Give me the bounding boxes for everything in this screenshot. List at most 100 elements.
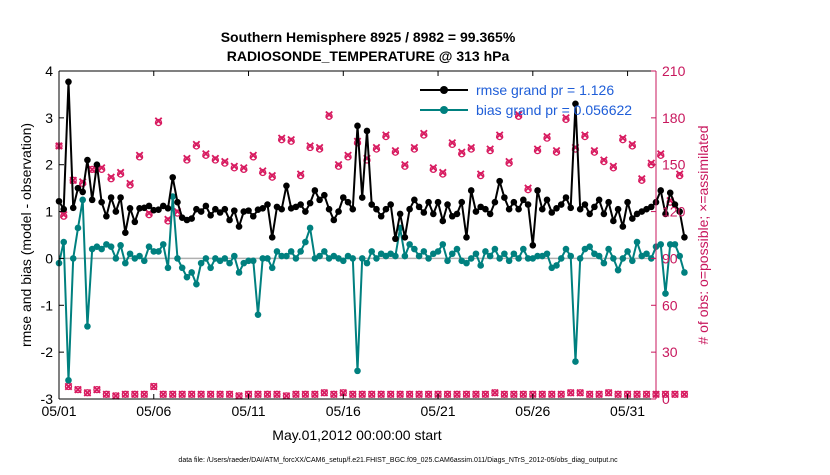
plot-area: 05/01 05/06 05/11 05/16 05/21 05/26 05/31 -3 -2 -…	[41, 63, 689, 419]
y-axis-right-label: # of obs: o=possible; ×=assimilated	[695, 125, 711, 344]
rmse-data-point	[174, 198, 181, 206]
bias-data-point	[392, 252, 399, 260]
bias-data-point	[520, 245, 527, 253]
bias-data-point	[264, 255, 271, 262]
obs-possible-marker	[633, 390, 641, 398]
obs-possible-marker	[391, 148, 400, 156]
obs-possible-marker	[349, 390, 357, 398]
obs-assimilated-marker	[538, 390, 547, 399]
obs-possible-marker	[102, 390, 111, 398]
obs-assimilated-marker	[348, 390, 357, 399]
obs-assimilated-marker	[112, 392, 120, 400]
rmse-data-point	[529, 242, 537, 249]
rmse-data-point	[363, 127, 371, 135]
chart-subtitle: RADIOSONDE_TEMPERATURE @ 313 hPa	[227, 48, 510, 64]
bias-data-point	[463, 259, 470, 267]
bias-data-point	[595, 252, 603, 260]
obs-assimilated-marker	[519, 390, 528, 399]
rmse-data-point	[344, 198, 352, 206]
rmse-data-point	[472, 208, 480, 215]
bias-data-point	[434, 248, 442, 255]
rmse-data-point	[235, 223, 243, 230]
bias-data-point	[169, 193, 177, 200]
rmse-data-point	[458, 198, 466, 206]
obs-assimilated-marker	[396, 390, 404, 399]
bias-data-point	[202, 255, 210, 262]
rmse-data-point	[591, 203, 598, 211]
obs-assimilated-marker	[225, 390, 234, 399]
obs-possible-marker	[301, 390, 310, 398]
rmse-data-point	[434, 198, 442, 206]
obs-assimilated-marker	[64, 382, 73, 391]
rmse-data-point	[595, 196, 603, 204]
obs-possible-marker	[595, 390, 603, 398]
bias-data-point	[178, 264, 186, 272]
rmse-data-point	[122, 229, 129, 236]
bias-data-point	[586, 243, 593, 251]
obs-assimilated-marker	[533, 145, 542, 153]
obs-assimilated-marker	[178, 390, 187, 399]
bias-data-point	[107, 243, 115, 251]
bias-data-point	[183, 273, 191, 281]
bias-data-point	[273, 248, 281, 255]
bias-data-point	[496, 255, 503, 262]
bias-data-point	[193, 280, 200, 288]
bias-data-point	[235, 269, 243, 276]
obs-possible-marker	[609, 164, 618, 172]
obs-possible-marker	[405, 390, 414, 398]
obs-assimilated-marker	[438, 168, 447, 177]
obs-assimilated-marker	[121, 390, 130, 399]
obs-assimilated-marker	[429, 164, 438, 172]
obs-assimilated-marker	[576, 388, 585, 397]
rmse-data-point	[316, 196, 323, 204]
bias-data-point	[472, 250, 480, 258]
obs-possible-marker	[548, 390, 556, 398]
obs-possible-marker	[211, 156, 220, 164]
y-tick-label: 1	[45, 204, 53, 220]
obs-possible-marker	[543, 134, 551, 142]
obs-assimilated-marker	[524, 184, 532, 192]
obs-assimilated-marker	[562, 114, 570, 122]
obs-possible-marker	[462, 390, 471, 398]
rmse-data-point	[264, 201, 271, 208]
obs-assimilated-marker	[661, 390, 670, 399]
bias-data-point	[543, 250, 551, 258]
obs-possible-marker	[225, 390, 234, 398]
rmse-data-point	[335, 208, 342, 215]
obs-assimilated-marker	[514, 110, 523, 119]
obs-assimilated-marker	[457, 148, 466, 157]
y-axis-label: rmse and bias (model - observation)	[18, 123, 34, 347]
bias-data-point	[292, 255, 300, 262]
obs-assimilated-marker	[197, 390, 205, 399]
obs-possible-marker	[296, 171, 305, 180]
obs-possible-marker	[278, 136, 286, 144]
bias-data-point	[122, 259, 129, 267]
obs-assimilated-marker	[675, 170, 684, 178]
rmse-data-point	[392, 235, 399, 243]
rmse-data-point	[453, 210, 461, 218]
rmse-data-point	[283, 182, 290, 190]
rmse-data-point	[358, 194, 366, 201]
rmse-data-point	[439, 217, 447, 225]
obs-assimilated-marker	[386, 390, 395, 399]
rmse-data-point	[657, 187, 665, 194]
obs-possible-marker	[628, 142, 636, 150]
bias-data-point	[572, 358, 579, 365]
rmse-data-point	[117, 194, 124, 201]
y-right-tick-label: 90	[662, 250, 678, 266]
obs-possible-marker	[439, 170, 447, 178]
obs-possible-marker	[230, 164, 238, 172]
bias-data-point	[136, 252, 143, 260]
obs-possible-marker	[116, 170, 125, 178]
rmse-data-point	[553, 204, 560, 212]
obs-possible-marker	[154, 118, 163, 127]
rmse-data-point	[126, 204, 134, 212]
rmse-data-point	[666, 189, 674, 197]
obs-assimilated-marker	[168, 390, 177, 399]
obs-assimilated-marker	[472, 390, 480, 399]
y-right-tick-label: 150	[662, 157, 686, 173]
rmse-data-point	[349, 205, 357, 213]
obs-possible-marker	[268, 173, 276, 181]
obs-possible-marker	[240, 165, 248, 174]
bias-data-point	[510, 250, 518, 258]
